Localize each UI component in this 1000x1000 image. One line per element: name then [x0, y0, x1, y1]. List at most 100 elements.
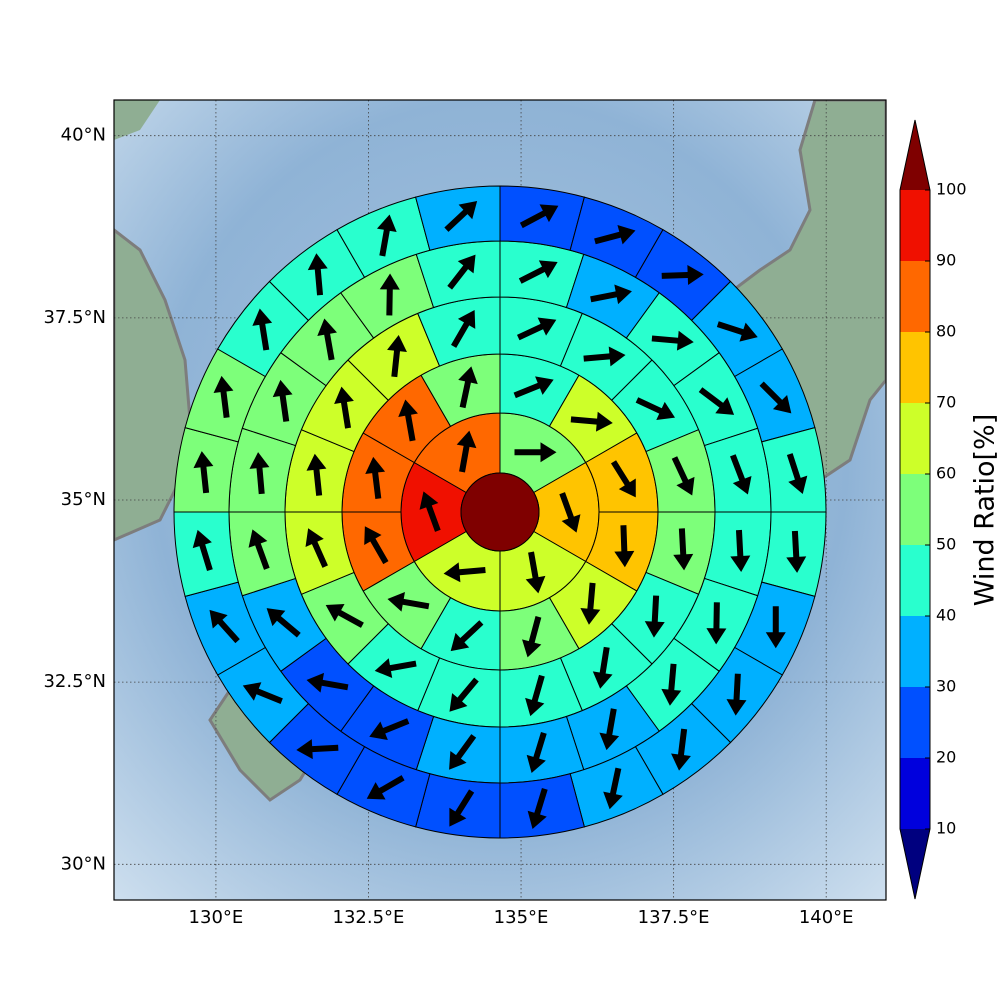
wind-arrow [570, 411, 613, 432]
wind-arrow [317, 318, 337, 361]
colorbar-tick-label: 40 [936, 606, 956, 625]
sector [415, 773, 501, 839]
colorbar-tick-label: 100 [936, 180, 967, 199]
wind-arrow [673, 528, 694, 571]
wind-arrow [387, 335, 407, 378]
wind-arrow [603, 767, 623, 810]
wind-arrow [419, 491, 441, 532]
wind-arrow [272, 379, 293, 422]
wind-arrow [364, 526, 389, 565]
colorbar-tick-label: 20 [936, 748, 956, 767]
colorbar-extend-min [900, 829, 930, 899]
wind-arrow [580, 582, 601, 625]
wind-arrow [765, 606, 786, 649]
wind-arrow [516, 317, 557, 341]
y-tick-label: 40°N [61, 125, 106, 146]
wind-arrow [449, 734, 477, 770]
wind-arrow [193, 451, 214, 494]
wind-arrow [786, 453, 808, 494]
wind-arrow [306, 672, 349, 693]
wind-arrow [525, 551, 546, 594]
wind-arrow [786, 530, 807, 573]
wind-arrow [248, 529, 270, 570]
wind-arrow [365, 456, 386, 499]
wind-arrow [716, 321, 758, 342]
colorbar-tick-label: 60 [936, 464, 956, 483]
x-tick-label: 140°E [799, 907, 854, 928]
wind-arrow [252, 308, 273, 351]
colorbar-tick-label: 90 [936, 251, 956, 270]
wind-arrow [376, 214, 397, 257]
colorbar-segment [900, 545, 930, 616]
x-tick-label: 130°E [189, 907, 244, 928]
colorbar: 10 20 30 40 50 60 70 80 90 100 [899, 119, 967, 900]
wind-arrow [614, 525, 635, 568]
wind-arrow [661, 663, 682, 706]
wind-arrow [213, 375, 234, 418]
y-tick-label: 37.5°N [43, 307, 106, 328]
wind-arrow [590, 284, 632, 305]
wind-arrow [305, 528, 328, 568]
sector [499, 185, 585, 251]
wind-arrow [369, 718, 410, 741]
colorbar-tick-label: 50 [936, 535, 956, 554]
wind-arrow [443, 562, 486, 583]
wind-arrow [698, 387, 735, 415]
wind-arrow [398, 399, 418, 442]
wind-arrow [209, 609, 240, 644]
colorbar-tick-label: 10 [936, 819, 956, 838]
wind-arrow [266, 608, 301, 638]
y-tick-label: 32.5°N [43, 671, 106, 692]
wind-arrow [458, 366, 478, 409]
colorbar-segment [900, 687, 930, 758]
wind-arrow [513, 376, 554, 399]
wind-arrow [334, 386, 354, 429]
wind-arrow [518, 260, 558, 284]
wind-arrow [527, 787, 548, 829]
wind-arrow [610, 460, 636, 498]
wind-arrow [759, 381, 792, 414]
wind-arrow [296, 739, 339, 760]
wind-arrow [325, 603, 364, 628]
wind-arrow [599, 708, 620, 751]
wind-arrow [387, 591, 430, 612]
wind-arrow [379, 273, 400, 316]
wind-arrow [242, 682, 283, 704]
colorbar-segment [900, 403, 930, 474]
wind-arrow [444, 201, 478, 232]
wind-arrow [522, 616, 542, 658]
wind-arrow [456, 430, 477, 473]
x-tick-label: 137.5°E [638, 907, 710, 928]
wind-arrow [451, 310, 476, 348]
wind-arrow [730, 454, 752, 495]
colorbar-segment [900, 474, 930, 545]
wind-arrow [644, 595, 665, 638]
wind-arrow [450, 620, 484, 652]
wind-arrow [449, 677, 479, 712]
wind-arrow [306, 453, 327, 496]
wind-arrow [594, 225, 636, 245]
center-disk [460, 472, 540, 552]
wind-arrow [192, 529, 213, 571]
wind-arrow [449, 789, 475, 827]
y-tick-label: 30°N [61, 853, 106, 874]
sectors [173, 185, 827, 839]
wind-arrow [671, 456, 695, 496]
colorbar-segment [900, 616, 930, 687]
wind-arrow [635, 397, 676, 420]
wind-arrow [583, 346, 626, 367]
axes-frame [113, 99, 887, 901]
wind-arrow [671, 728, 691, 771]
colorbar-extend-max [900, 120, 930, 190]
y-tick-label: 35°N [61, 489, 106, 510]
wind-arrow [592, 646, 613, 689]
wind-arrow [519, 204, 559, 229]
colorbar-segment [900, 261, 930, 332]
wind-arrow [447, 254, 476, 290]
colorbar-tick-label: 30 [936, 677, 956, 696]
colorbar-segment [900, 332, 930, 403]
wind-arrow [366, 775, 405, 800]
colorbar-tick-label: 70 [936, 393, 956, 412]
wind-arrow [526, 732, 547, 774]
